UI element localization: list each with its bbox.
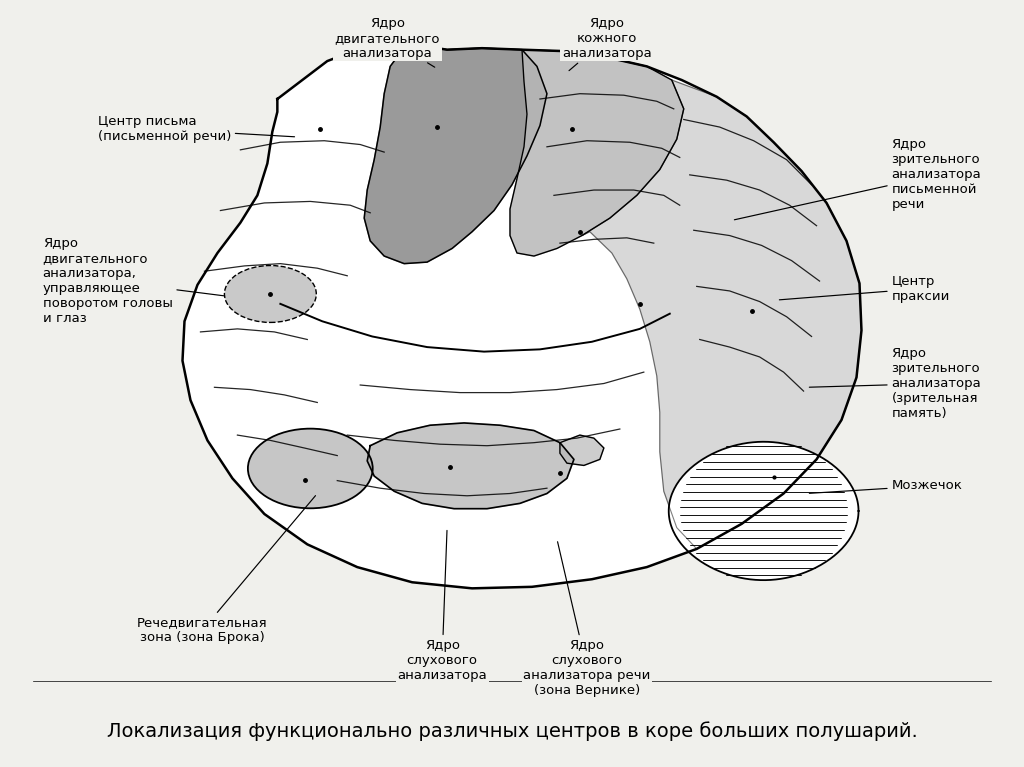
Text: Ядро
двигательного
анализатора,
управляющее
поворотом головы
и глаз: Ядро двигательного анализатора, управляю… [43, 237, 224, 325]
Text: Мозжечок: Мозжечок [809, 479, 963, 493]
Ellipse shape [224, 265, 316, 322]
Polygon shape [368, 423, 573, 509]
Polygon shape [510, 50, 684, 256]
Text: Ядро
зрительного
анализатора
письменной
речи: Ядро зрительного анализатора письменной … [734, 138, 981, 220]
Polygon shape [669, 442, 858, 580]
Text: Ядро
кожного
анализатора: Ядро кожного анализатора [562, 17, 651, 71]
Text: Локализация функционально различных центров в коре больших полушарий.: Локализация функционально различных цент… [106, 721, 918, 741]
Polygon shape [560, 435, 604, 466]
Text: Ядро
двигательного
анализатора: Ядро двигательного анализатора [335, 17, 440, 67]
Text: Центр письма
(письменной речи): Центр письма (письменной речи) [97, 115, 295, 143]
Ellipse shape [248, 429, 373, 509]
Text: Ядро
слухового
анализатора: Ядро слухового анализатора [397, 531, 487, 682]
Text: Центр
праксии: Центр праксии [779, 275, 950, 303]
Text: Речедвигательная
зона (зона Брока): Речедвигательная зона (зона Брока) [137, 495, 315, 644]
Polygon shape [182, 44, 861, 588]
Polygon shape [582, 80, 861, 549]
Text: Ядро
зрительного
анализатора
(зрительная
память): Ядро зрительного анализатора (зрительная… [809, 347, 981, 420]
Polygon shape [365, 44, 547, 264]
Text: Ядро
слухового
анализатора речи
(зона Вернике): Ядро слухового анализатора речи (зона Ве… [523, 542, 650, 697]
